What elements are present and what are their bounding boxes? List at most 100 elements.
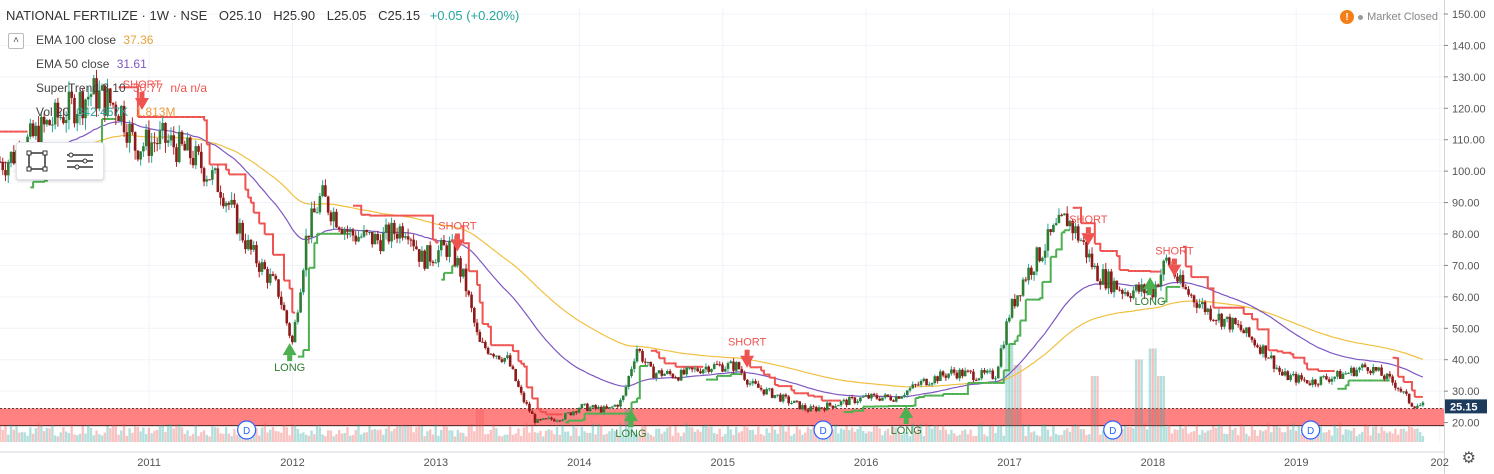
candle-body [200,151,203,169]
candle-body [947,373,950,378]
candle-body [1151,288,1154,298]
volume-bar [1093,376,1096,442]
price-tick-label: 140.00 [1452,40,1486,52]
candle-body [387,224,391,242]
candle-body [398,226,402,239]
supertrend-segment [366,213,371,216]
volume-bar [1275,425,1278,442]
volume-bar [740,431,743,442]
volume-bar [103,432,106,442]
supertrend-segment [1047,256,1052,283]
volume-bar [1071,425,1074,442]
volume-bar [1333,424,1336,442]
candle-body [114,104,118,116]
supertrend-segment [805,392,809,396]
volume-bar [599,425,603,442]
candle-body [627,376,631,387]
volume-bar [1391,433,1394,442]
settings-gear-icon[interactable]: ⚙ [1461,450,1476,467]
candle-body [1410,403,1414,407]
volume-bar [699,431,702,442]
supertrend-segment [912,398,917,407]
volume-bar [136,426,140,442]
volume-bar [379,429,382,442]
candle-body [610,406,614,408]
volume-bar [663,431,666,442]
volume-bar [128,428,131,442]
symbol-title[interactable]: NATIONAL FERTILIZE · 1W · NSE [6,8,208,23]
candle-body [903,395,906,397]
volume-bar [56,436,60,442]
volume-bar [1383,430,1386,442]
candle-body [120,105,123,121]
volume-bar [0,423,2,442]
volume-bar [553,434,556,442]
volume-bar [453,436,457,442]
candle-body [486,347,490,354]
candle-body [40,116,43,148]
volume-bar [500,436,504,442]
legend-ema50[interactable]: EMA 50 close 31.61 [36,57,147,71]
volume-bar [1283,432,1287,442]
volume-bar [1192,431,1196,442]
candle-body [939,371,942,382]
candle-body [1068,220,1072,227]
market-status[interactable]: ! Market Closed [1340,10,1438,24]
supertrend-segment [1053,249,1058,258]
rectangle-icon[interactable] [26,150,48,172]
volume-bar [1361,431,1364,442]
volume-bar [1157,376,1160,442]
candle-body [1126,292,1130,296]
collapse-legend-icon[interactable]: ˄ [8,33,24,49]
candle-body [1189,294,1193,296]
volume-bar [260,427,264,442]
volume-bar [89,427,93,442]
legend-supertrend[interactable]: SuperTrend 3 10 30.77 n/a n/a [36,81,207,95]
volume-bar [886,428,890,442]
candle-body [64,119,68,124]
candle-body [409,239,413,241]
candle-body [1261,345,1265,354]
candle-body [1327,379,1331,382]
legend-ema100[interactable]: EMA 100 close 37.36 [36,33,153,47]
lines-icon[interactable] [65,150,95,172]
candle-body [519,386,523,393]
supertrend-segment [1039,281,1044,300]
candle-body [746,379,749,385]
supertrend-segment [449,265,454,274]
supertrend-segment [135,86,139,117]
volume-bar [216,427,220,442]
candle-body [324,185,327,197]
candle-body [9,151,13,163]
candle-body [73,97,76,124]
candle-body [34,125,38,137]
short-label: SHORT [1069,214,1108,226]
short-arrow-icon [134,98,149,110]
volume-bar [1068,431,1072,442]
volume-bar [1259,429,1262,442]
candle-body [373,233,377,245]
volume-bar [302,432,305,442]
candle-body [434,262,438,264]
supertrend-segment [714,375,718,381]
candle-body [541,418,545,420]
candle-body [696,368,699,372]
volume-bar [1355,436,1358,442]
volume-bar [961,430,964,442]
candle-body [1178,274,1182,282]
candle-body [988,370,992,372]
candle-body [602,406,606,413]
supertrend-segment [223,163,228,170]
legend-volume[interactable]: Vol 20 342.467K 1.813M [36,105,175,119]
volume-bar [1085,434,1088,442]
volume-bar [591,423,595,442]
candle-body [961,369,964,377]
candle-body [1063,213,1066,216]
candle-body [470,294,473,309]
volume-bar [412,432,415,442]
dividend-marker [1301,420,1321,440]
volume-bar [1132,428,1135,442]
volume-bar [1137,359,1141,442]
volume-bar [393,428,396,442]
